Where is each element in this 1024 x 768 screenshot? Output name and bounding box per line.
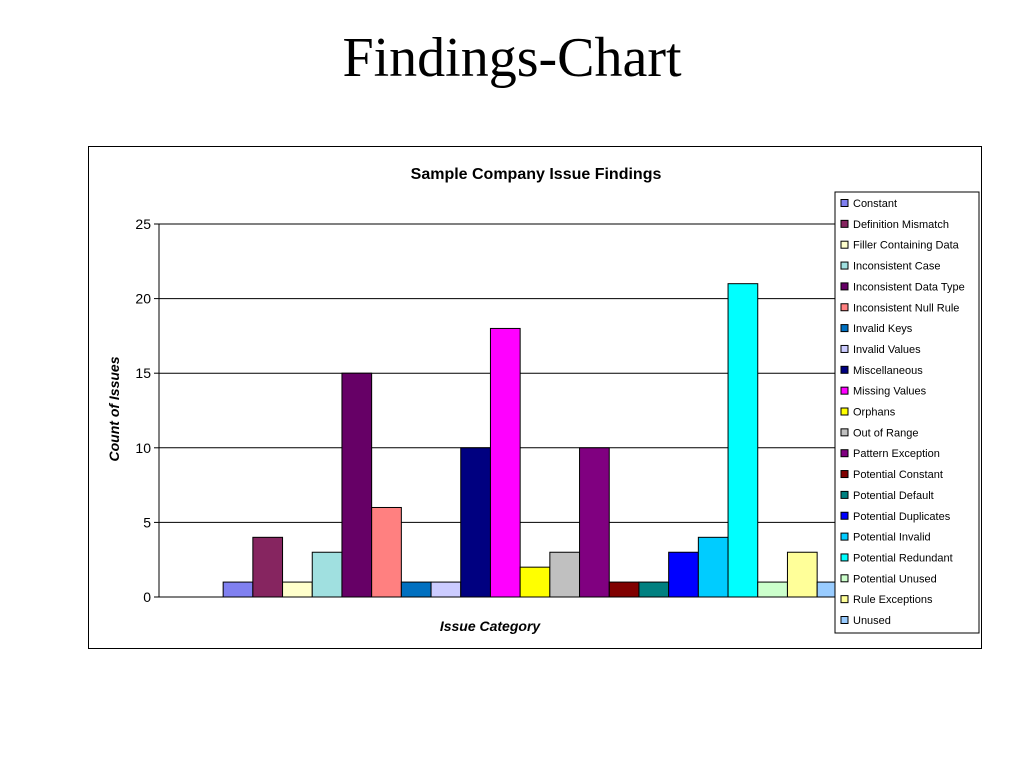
legend-box xyxy=(834,191,980,634)
bar-rule-exceptions xyxy=(786,551,818,598)
legend-swatch xyxy=(840,470,849,479)
bar-potential-default xyxy=(638,581,670,598)
bar-out-of-range xyxy=(549,551,581,598)
bar-inconsistent-data-type xyxy=(341,372,373,598)
legend-label: Potential Constant xyxy=(853,469,943,481)
chart-title: Sample Company Issue Findings xyxy=(411,166,662,183)
bar-potential-unused xyxy=(757,581,788,598)
y-axis-label: Count of Issues xyxy=(106,356,122,461)
bar-filler-containing-data xyxy=(282,581,313,598)
bar-potential-invalid xyxy=(697,536,729,598)
legend-label: Inconsistent Null Rule xyxy=(853,302,959,314)
bar-definition-mismatch xyxy=(252,536,284,598)
legend-swatch xyxy=(840,303,849,312)
legend-label: Pattern Exception xyxy=(853,448,940,460)
y-tick-label: 15 xyxy=(135,365,151,381)
bar-miscellaneous xyxy=(460,447,491,598)
bar-constant xyxy=(222,581,254,598)
legend-swatch xyxy=(840,344,849,353)
legend-swatch xyxy=(840,532,849,541)
legend-swatch xyxy=(840,199,849,207)
bar-invalid-keys xyxy=(400,581,432,598)
legend-swatch xyxy=(840,386,849,395)
legend-label: Inconsistent Data Type xyxy=(853,281,965,293)
legend-label: Out of Range xyxy=(853,427,918,439)
slide-title: Findings-Chart xyxy=(342,27,682,89)
legend-label: Potential Redundant xyxy=(853,552,953,564)
chart-frame: Sample Company Issue Findings 0 5 10 15 20 25… xyxy=(88,146,982,649)
legend-swatch xyxy=(840,324,849,333)
legend-swatch xyxy=(840,449,849,458)
legend-label: Potential Invalid xyxy=(853,532,931,544)
legend-label: Definition Mismatch xyxy=(853,219,949,231)
legend-label: Invalid Keys xyxy=(853,323,913,335)
legend-swatch xyxy=(840,490,849,499)
y-tick-label: 10 xyxy=(135,440,151,456)
legend-swatch xyxy=(840,240,849,249)
y-tick-label: 20 xyxy=(135,291,151,307)
legend-swatch xyxy=(840,511,849,520)
legend-swatch xyxy=(840,219,849,228)
legend-label: Potential Default xyxy=(853,490,934,502)
legend-label: Miscellaneous xyxy=(853,365,923,377)
bar-inconsistent-null-rule xyxy=(371,506,402,598)
plot-area xyxy=(159,224,911,597)
legend-label: Constant xyxy=(853,198,897,210)
bar-inconsistent-case xyxy=(311,551,343,598)
bar-chart: Sample Company Issue Findings 0 5 10 15 20 25… xyxy=(106,166,980,634)
legend-swatch xyxy=(840,595,849,604)
legend-label: Rule Exceptions xyxy=(853,594,933,606)
y-tick-label: 25 xyxy=(135,216,151,232)
legend-swatch xyxy=(840,553,849,562)
legend-swatch xyxy=(840,616,849,624)
legend-swatch xyxy=(840,261,849,270)
bar-orphans xyxy=(519,566,551,598)
legend-label: Potential Unused xyxy=(853,573,937,585)
legend-swatch xyxy=(840,407,849,416)
legend-label: Inconsistent Case xyxy=(853,261,940,273)
legend-swatch xyxy=(840,282,849,291)
legend-label: Potential Duplicates xyxy=(853,511,951,523)
bar-potential-duplicates xyxy=(668,551,699,598)
x-axis-label: Issue Category xyxy=(440,618,542,634)
bar-potential-redundant xyxy=(727,283,759,598)
legend-label: Invalid Values xyxy=(853,344,921,356)
bar-missing-values xyxy=(489,327,521,598)
y-tick-label: 0 xyxy=(143,589,151,605)
legend-label: Orphans xyxy=(853,407,896,419)
bar-potential-constant xyxy=(608,581,640,598)
legend-swatch xyxy=(840,574,849,583)
legend-label: Filler Containing Data xyxy=(853,240,960,252)
y-tick-label: 5 xyxy=(143,514,151,530)
legend-label: Missing Values xyxy=(853,386,927,398)
bar-invalid-values xyxy=(430,581,462,598)
legend-swatch xyxy=(840,365,849,374)
legend-label: Unused xyxy=(853,615,891,627)
legend-swatch xyxy=(840,428,849,437)
bar-pattern-exception xyxy=(579,447,610,598)
